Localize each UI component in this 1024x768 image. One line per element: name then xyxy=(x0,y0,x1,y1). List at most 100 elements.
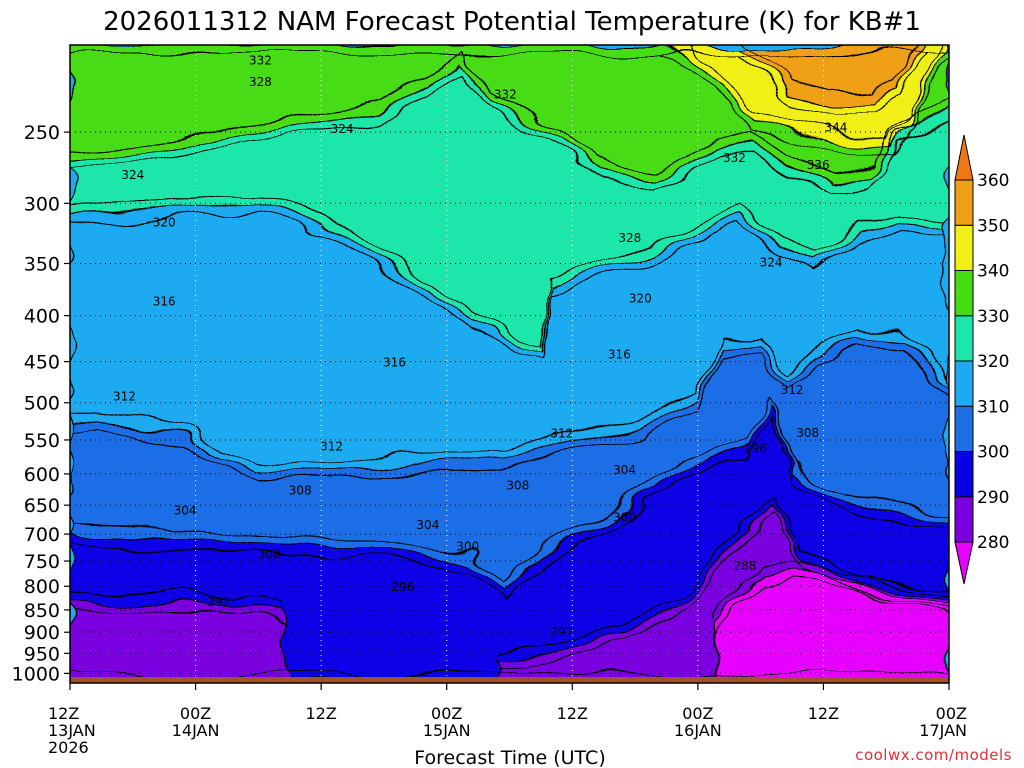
band-280 xyxy=(70,600,285,683)
x-tick-label: 00Z xyxy=(936,704,967,723)
band-310 xyxy=(70,205,949,472)
y-tick-label: 500 xyxy=(24,393,60,415)
contour-label: 316 xyxy=(153,295,176,309)
contour-label: 312 xyxy=(550,427,573,441)
colorbar-segment xyxy=(954,179,974,226)
y-tick-label: 450 xyxy=(24,352,60,374)
y-tick-label: 300 xyxy=(24,193,60,215)
contour-label: 320 xyxy=(153,215,176,229)
y-tick-label: 550 xyxy=(24,430,60,452)
contour-label: 288 xyxy=(733,559,756,573)
x-tick-label: 13JAN xyxy=(48,721,96,740)
plot-area: 332 328 332 324 344 332 336 324 320 328 324 316 320 3… xyxy=(70,45,949,683)
colorbar-segment xyxy=(954,270,974,317)
contour-label: 328 xyxy=(249,75,272,89)
contour-label: 300 xyxy=(456,540,479,554)
x-tick-label: 14JAN xyxy=(172,721,220,740)
contour-line xyxy=(714,567,949,683)
contour-label: 308 xyxy=(796,426,819,440)
x-tick-label: 12Z xyxy=(305,704,336,723)
plot-frame xyxy=(69,44,950,684)
colorbar-segment xyxy=(954,496,974,543)
y-tick-label: 1000 xyxy=(12,663,60,685)
x-tick-label: 17JAN xyxy=(919,721,967,740)
credit-text: coolwx.com/models xyxy=(855,746,1012,764)
contour-label: 332 xyxy=(494,87,517,101)
colorbar-label: 290 xyxy=(977,488,1009,508)
contour-label: 300 xyxy=(257,548,280,562)
y-tick-label: 400 xyxy=(24,306,60,328)
x-tick-label: 00Z xyxy=(431,704,462,723)
y-tick-label: 800 xyxy=(24,576,60,598)
contour-label: 292 xyxy=(207,595,230,609)
y-tick-label: 350 xyxy=(24,253,60,275)
contour-line xyxy=(659,45,949,151)
colorbar-segment xyxy=(954,405,974,452)
temperature-bands xyxy=(70,45,949,683)
contour-label: 316 xyxy=(383,355,406,369)
contour-label: 336 xyxy=(807,158,830,172)
colorbar-label: 310 xyxy=(977,397,1009,417)
contour-line xyxy=(70,45,949,174)
contour-label-layer: 332 328 332 324 344 332 336 324 320 328 324 316 320 3… xyxy=(113,53,847,638)
contour-label: 296 xyxy=(391,580,414,594)
colorbar-label: 360 xyxy=(977,171,1009,191)
contour-label: 312 xyxy=(781,383,804,397)
contour-label: 308 xyxy=(506,478,529,492)
colorbar-segment xyxy=(954,541,974,585)
contour-line xyxy=(676,45,947,142)
contour-label: 324 xyxy=(121,168,144,182)
contour-line xyxy=(70,53,949,192)
x-tick-label: 00Z xyxy=(682,704,713,723)
contour-label: 312 xyxy=(113,389,136,403)
contour-line xyxy=(739,45,926,106)
y-axis: 2503003504004505005506006507007508008509… xyxy=(12,122,70,685)
band-290 xyxy=(70,410,949,683)
colorbar-segment xyxy=(954,360,974,407)
colorbar-segment xyxy=(954,224,974,271)
x-tick-label: 16JAN xyxy=(674,721,722,740)
x-tick-label: 00Z xyxy=(180,704,211,723)
contour-label: 332 xyxy=(249,53,272,67)
contour-label: 304 xyxy=(174,504,197,518)
colorbar-label: 350 xyxy=(977,216,1009,236)
y-tick-label: 700 xyxy=(24,524,60,546)
contour-label: 324 xyxy=(331,122,354,136)
contour-label: 332 xyxy=(723,151,746,165)
x-tick-label: 2026 xyxy=(48,738,89,757)
contour-label: 324 xyxy=(760,255,783,269)
y-tick-label: 600 xyxy=(24,464,60,486)
contour-line xyxy=(70,45,949,183)
contour-label: 304 xyxy=(416,518,439,532)
colorbar-label: 280 xyxy=(977,533,1009,553)
x-axis-title: Forecast Time (UTC) xyxy=(414,747,605,768)
x-tick-label: 12Z xyxy=(808,704,839,723)
band-270 xyxy=(715,568,949,683)
colorbar-label: 300 xyxy=(977,443,1009,463)
contour-label: 312 xyxy=(320,439,343,453)
colorbar-label: 320 xyxy=(977,352,1009,372)
contour-label: 296 xyxy=(744,441,767,455)
contour-line xyxy=(738,53,927,115)
y-tick-label: 950 xyxy=(24,643,60,665)
contour-label: 316 xyxy=(608,348,631,362)
y-tick-label: 250 xyxy=(24,122,60,144)
y-tick-label: 850 xyxy=(24,600,60,622)
contour-line xyxy=(748,45,920,97)
y-tick-label: 900 xyxy=(24,622,60,644)
contour-lines xyxy=(70,45,949,683)
band-320 xyxy=(70,60,949,350)
contour-label: 300 xyxy=(613,511,636,525)
contour-label: 292 xyxy=(550,625,573,639)
contour-label: 308 xyxy=(289,483,312,497)
colorbar-segment xyxy=(954,134,974,181)
colorbar: 280 290 300 310 320 330 340 350 360 xyxy=(954,134,1009,585)
colorbar-segment xyxy=(954,451,974,498)
contour-line xyxy=(714,558,949,675)
contour-label: 304 xyxy=(613,463,636,477)
contour-line xyxy=(659,53,949,160)
contour-label: 344 xyxy=(825,120,848,134)
contour-label: 328 xyxy=(618,231,641,245)
